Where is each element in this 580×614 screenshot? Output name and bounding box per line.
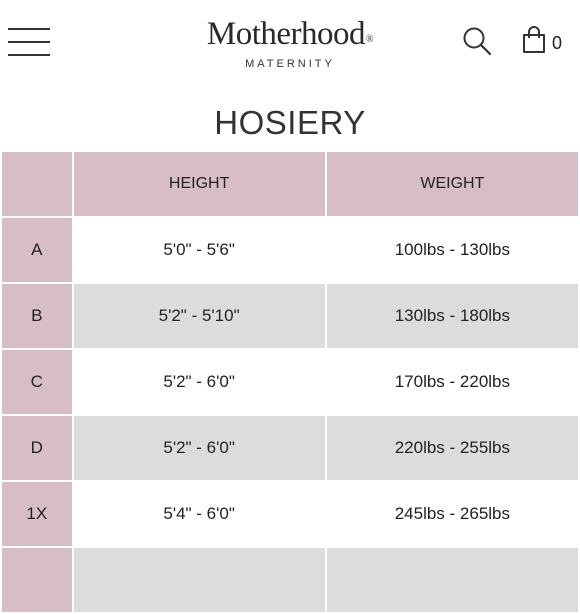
weight-cell: 245lbs - 265lbs bbox=[324, 480, 580, 548]
size-label: B bbox=[0, 282, 74, 350]
column-header-height: HEIGHT bbox=[71, 150, 327, 218]
shopping-bag-icon bbox=[523, 26, 545, 53]
weight-cell: 130lbs - 180lbs bbox=[324, 282, 580, 350]
column-header-size bbox=[0, 150, 74, 218]
cart-count: 0 bbox=[552, 33, 563, 53]
table-row bbox=[0, 546, 580, 614]
size-label: C bbox=[0, 348, 74, 416]
page-title: HOSIERY bbox=[214, 104, 366, 141]
search-icon[interactable] bbox=[462, 26, 492, 56]
hamburger-menu-icon[interactable] bbox=[8, 26, 50, 58]
table-row: A 5'0" - 5'6" 100lbs - 130lbs bbox=[0, 216, 580, 284]
size-label: 1X bbox=[0, 480, 74, 548]
table-row: C 5'2" - 6'0" 170lbs - 220lbs bbox=[0, 348, 580, 416]
table-row: B 5'2" - 5'10" 130lbs - 180lbs bbox=[0, 282, 580, 350]
registered-mark: ® bbox=[366, 34, 374, 45]
height-cell bbox=[71, 546, 327, 614]
height-cell: 5'2" - 6'0" bbox=[71, 414, 327, 482]
cart-button[interactable]: 0 bbox=[522, 26, 566, 58]
size-label: D bbox=[0, 414, 74, 482]
site-header: Motherhood® MATERNITY 0 bbox=[0, 0, 580, 95]
logo-wordmark: Motherhood® bbox=[206, 16, 374, 52]
height-cell: 5'2" - 6'0" bbox=[71, 348, 327, 416]
column-header-weight: WEIGHT bbox=[324, 150, 580, 218]
table-row: D 5'2" - 6'0" 220lbs - 255lbs bbox=[0, 414, 580, 482]
size-chart-table: HEIGHT WEIGHT A 5'0" - 5'6" 100lbs - 130… bbox=[0, 150, 580, 614]
weight-cell: 220lbs - 255lbs bbox=[324, 414, 580, 482]
logo-subtitle: MATERNITY bbox=[245, 58, 335, 70]
weight-cell: 100lbs - 130lbs bbox=[324, 216, 580, 284]
table-header-row: HEIGHT WEIGHT bbox=[0, 150, 580, 218]
height-cell: 5'2" - 5'10" bbox=[71, 282, 327, 350]
logo[interactable]: Motherhood® MATERNITY bbox=[0, 16, 580, 70]
size-label: A bbox=[0, 216, 74, 284]
size-label bbox=[0, 546, 74, 614]
weight-cell bbox=[324, 546, 580, 614]
table-row: 1X 5'4" - 6'0" 245lbs - 265lbs bbox=[0, 480, 580, 548]
height-cell: 5'0" - 5'6" bbox=[71, 216, 327, 284]
height-cell: 5'4" - 6'0" bbox=[71, 480, 327, 548]
weight-cell: 170lbs - 220lbs bbox=[324, 348, 580, 416]
